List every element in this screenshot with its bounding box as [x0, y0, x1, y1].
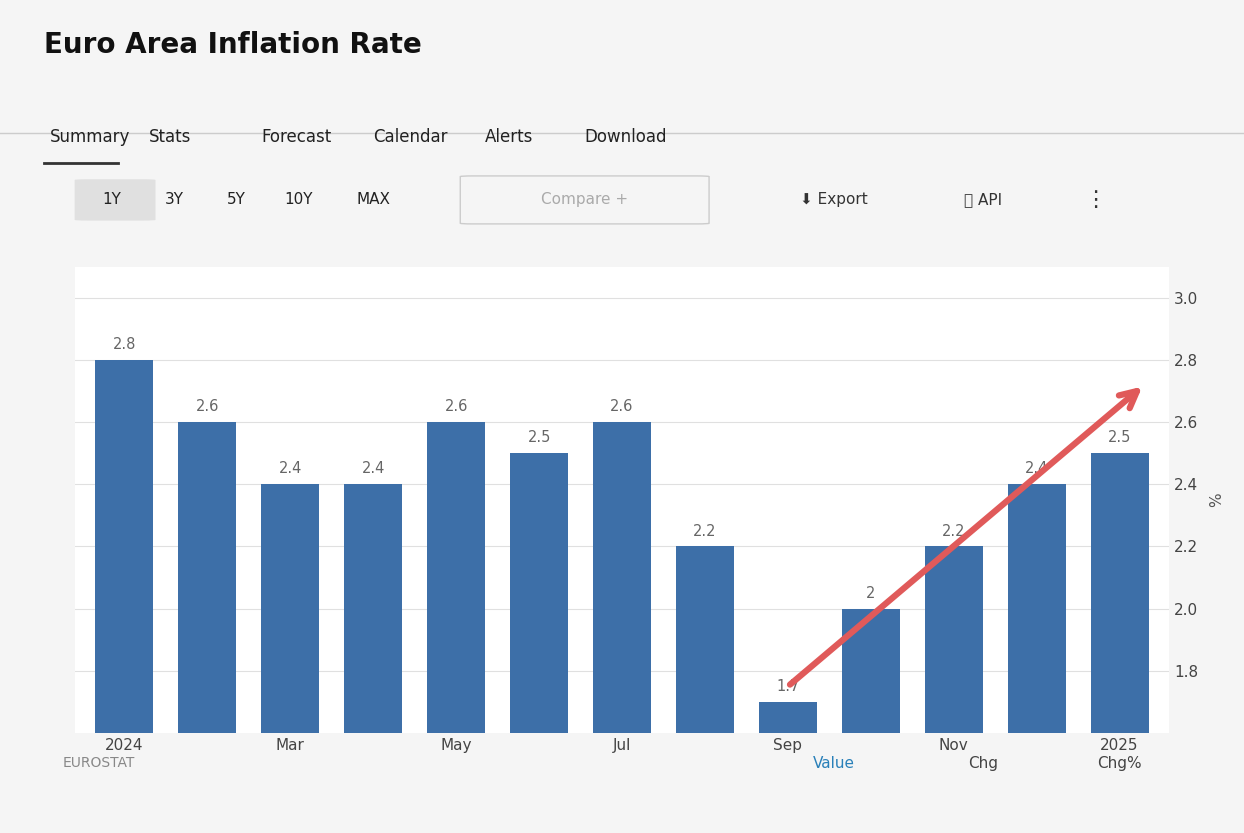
Text: Alerts: Alerts: [485, 127, 534, 146]
Bar: [261, 484, 320, 833]
Text: 2.8: 2.8: [113, 337, 136, 352]
Text: Calendar: Calendar: [373, 127, 448, 146]
Text: 2.6: 2.6: [195, 399, 219, 414]
Text: 1.7: 1.7: [776, 679, 800, 694]
Text: Value: Value: [812, 756, 855, 771]
Text: 2.6: 2.6: [444, 399, 468, 414]
Text: 🗄 API: 🗄 API: [964, 192, 1001, 207]
Text: MAX: MAX: [356, 192, 391, 207]
Text: 2.4: 2.4: [362, 461, 384, 476]
Text: Chg%: Chg%: [1097, 756, 1142, 771]
Y-axis label: %: %: [1209, 492, 1224, 507]
Text: 2.5: 2.5: [527, 431, 551, 446]
Bar: [96, 360, 153, 833]
Text: Stats: Stats: [149, 127, 192, 146]
Bar: [1091, 453, 1148, 833]
Text: 2.6: 2.6: [611, 399, 633, 414]
Bar: [1008, 484, 1066, 833]
Bar: [510, 453, 569, 833]
Text: EUROSTAT: EUROSTAT: [62, 756, 134, 770]
Text: Compare +: Compare +: [541, 192, 628, 207]
Text: 2.4: 2.4: [279, 461, 302, 476]
Bar: [924, 546, 983, 833]
Text: Chg: Chg: [968, 756, 998, 771]
Text: 2.5: 2.5: [1108, 431, 1131, 446]
Text: 2.2: 2.2: [942, 524, 965, 539]
Text: Download: Download: [585, 127, 667, 146]
Text: 2.2: 2.2: [693, 524, 717, 539]
Text: 3Y: 3Y: [164, 192, 184, 207]
Text: ⬇ Export: ⬇ Export: [800, 192, 867, 207]
Bar: [427, 422, 485, 833]
Bar: [675, 546, 734, 833]
Bar: [759, 702, 817, 833]
Text: 5Y: 5Y: [226, 192, 246, 207]
FancyBboxPatch shape: [75, 179, 156, 221]
Text: Forecast: Forecast: [261, 127, 331, 146]
Bar: [178, 422, 236, 833]
Text: 2.4: 2.4: [1025, 461, 1049, 476]
Bar: [593, 422, 651, 833]
Text: 2: 2: [866, 586, 876, 601]
Text: 10Y: 10Y: [285, 192, 312, 207]
Bar: [345, 484, 402, 833]
Text: Euro Area Inflation Rate: Euro Area Inflation Rate: [44, 31, 422, 59]
Text: ⋮: ⋮: [1084, 190, 1106, 210]
Bar: [842, 609, 899, 833]
Text: Summary: Summary: [50, 127, 131, 146]
Text: 1Y: 1Y: [102, 192, 122, 207]
